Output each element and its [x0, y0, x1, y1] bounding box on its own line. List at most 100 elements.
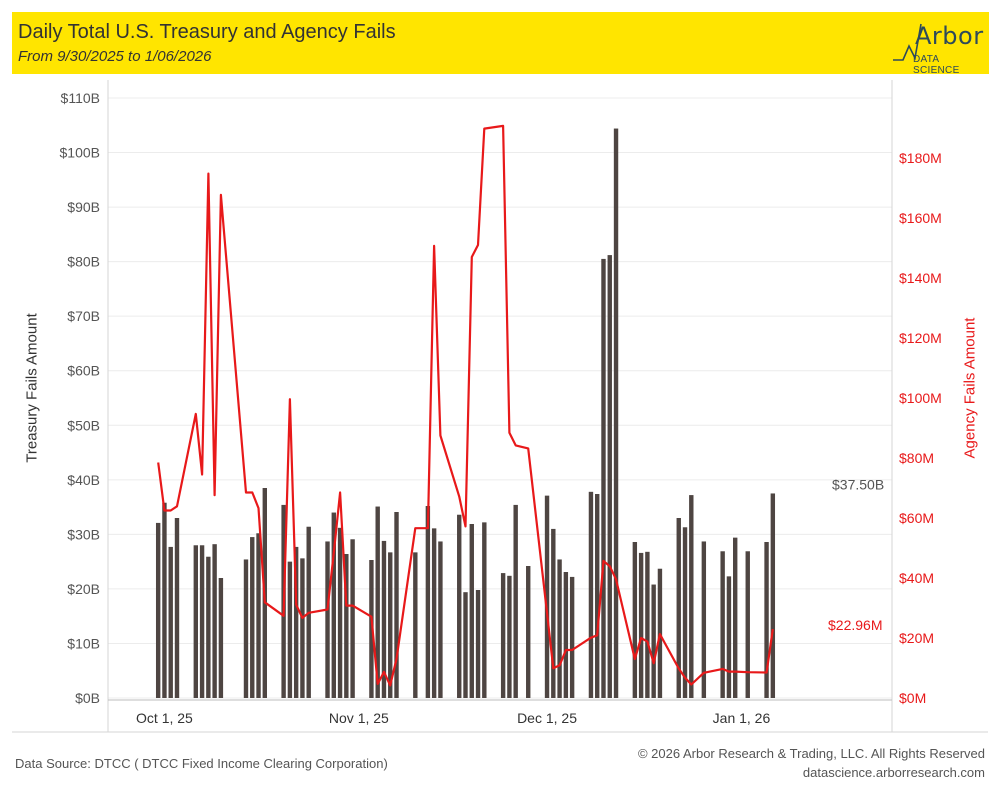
treasury-bar — [607, 255, 612, 698]
treasury-bar — [544, 495, 550, 698]
y-right-tick-label: $60M — [899, 510, 934, 526]
treasury-bar — [651, 584, 656, 698]
treasury-bar — [300, 558, 305, 698]
y-left-tick-label: $30B — [67, 526, 100, 542]
treasury-bar — [344, 554, 349, 698]
treasury-bar — [206, 556, 211, 698]
treasury-bar — [689, 495, 694, 698]
treasury-bar — [770, 493, 776, 698]
y-axis-right-title: Agency Fails Amount — [961, 317, 979, 459]
treasury-bar — [601, 258, 606, 698]
treasury-bar — [218, 578, 224, 698]
treasury-bar — [588, 491, 594, 698]
treasury-bar — [463, 592, 468, 698]
treasury-bar — [507, 575, 512, 698]
y-left-tick-label: $80B — [67, 254, 100, 270]
treasury-bar — [613, 128, 619, 698]
y-right-tick-label: $20M — [899, 630, 934, 646]
y-left-tick-label: $0B — [75, 690, 100, 706]
copyright-note: © 2026 Arbor Research & Trading, LLC. Al… — [637, 746, 985, 761]
treasury-bar — [162, 502, 167, 698]
treasury-bar — [413, 552, 418, 698]
chart-subtitle: From 9/30/2025 to 1/06/2026 — [18, 48, 212, 65]
logo-subtitle: DATA SCIENCE — [913, 54, 960, 76]
treasury-bar — [475, 590, 481, 698]
logo-wordmark: Arbor — [915, 22, 984, 50]
treasury-bar — [701, 541, 707, 698]
gridlines — [108, 97, 892, 699]
treasury-bar — [482, 522, 487, 698]
treasury-bar — [500, 573, 506, 698]
treasury-bar — [287, 561, 293, 698]
treasury-bar — [595, 494, 600, 698]
arbor-logo: Arbor DATA SCIENCE — [887, 16, 987, 76]
y-left-tick-label: $10B — [67, 635, 100, 651]
treasury-bars — [155, 128, 776, 698]
y-left-tick-label: $50B — [67, 417, 100, 433]
treasury-bar — [331, 512, 336, 698]
y-left-tick-label: $20B — [67, 581, 100, 597]
y-right-tick-label: $0M — [899, 690, 926, 706]
website-link[interactable]: datascience.arborresearch.com — [802, 765, 985, 780]
y-left-tick-label: $90B — [67, 199, 100, 215]
treasury-bar — [551, 528, 556, 698]
y-right-tick-label: $180M — [899, 150, 942, 166]
treasury-bar — [394, 512, 399, 698]
treasury-bar — [745, 551, 750, 698]
last-treasury-value-label: $37.50B — [832, 476, 884, 492]
axes — [12, 80, 988, 733]
treasury-bar — [469, 524, 474, 698]
treasury-bar — [174, 518, 180, 698]
agency-line-group — [157, 124, 774, 687]
treasury-bar — [682, 527, 688, 698]
treasury-bar — [638, 552, 644, 698]
treasury-bar — [438, 541, 443, 698]
last-agency-value-label: $22.96M — [828, 617, 882, 633]
tick-labels: $0B $10B $20B $30B $40B $50B $60B $70B $80B $90B $… — [60, 90, 942, 726]
treasury-bar — [168, 546, 173, 698]
y-right-tick-label: $40M — [899, 570, 934, 586]
y-right-tick-label: $100M — [899, 390, 942, 406]
x-tick-label: Jan 1, 26 — [713, 710, 771, 726]
treasury-bar — [256, 533, 261, 698]
y-axis-left-title: Treasury Fails Amount — [23, 313, 41, 463]
treasury-bar — [199, 545, 205, 698]
treasury-bar — [350, 539, 355, 698]
treasury-bar — [764, 542, 769, 698]
y-right-tick-label: $160M — [899, 210, 942, 226]
treasury-bar — [645, 551, 650, 698]
header-banner: Daily Total U.S. Treasury and Agency Fai… — [12, 12, 989, 76]
treasury-bar — [337, 527, 343, 698]
y-left-tick-label: $100B — [60, 145, 100, 161]
y-right-tick-label: $120M — [899, 330, 942, 346]
treasury-bar — [431, 528, 437, 698]
treasury-bar — [632, 542, 638, 698]
y-right-tick-label: $80M — [899, 450, 934, 466]
treasury-bar — [193, 545, 199, 698]
treasury-bar — [526, 566, 531, 698]
treasury-bar — [425, 506, 431, 698]
y-left-tick-label: $110B — [61, 90, 100, 106]
chart-title: Daily Total U.S. Treasury and Agency Fai… — [18, 21, 396, 43]
treasury-bar — [250, 537, 255, 698]
treasury-bar — [388, 552, 393, 698]
treasury-bar — [243, 559, 249, 698]
treasury-bar — [369, 560, 374, 698]
y-left-tick-label: $70B — [67, 308, 100, 324]
treasury-bar — [733, 537, 738, 698]
y-right-tick-label: $140M — [899, 270, 942, 286]
treasury-bar — [381, 540, 387, 698]
treasury-bar — [557, 559, 562, 698]
y-left-tick-label: $40B — [67, 472, 100, 488]
treasury-bar — [676, 518, 681, 698]
x-tick-label: Oct 1, 25 — [136, 710, 193, 726]
arbor-logo-mark-icon — [893, 23, 922, 61]
treasury-bar — [513, 504, 518, 698]
treasury-bar — [569, 576, 575, 698]
y-left-tick-label: $60B — [67, 363, 100, 379]
treasury-bar — [325, 541, 330, 698]
treasury-bar — [375, 506, 380, 698]
treasury-bar — [212, 544, 217, 698]
treasury-bar — [293, 546, 299, 698]
